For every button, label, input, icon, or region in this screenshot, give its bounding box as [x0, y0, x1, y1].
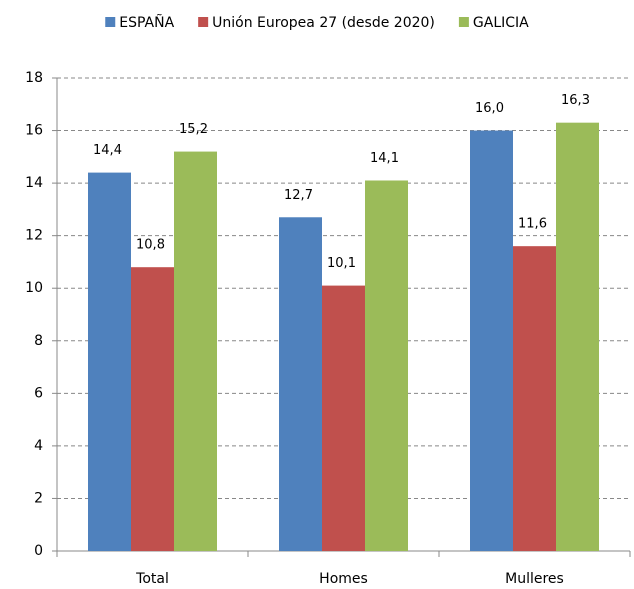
value-label: 11,6 [518, 217, 547, 232]
bar [556, 122, 599, 551]
x-tick-label: Total [135, 571, 169, 587]
y-tick-label: 14 [25, 175, 43, 191]
bar [470, 130, 513, 552]
value-label: 10,1 [327, 256, 356, 271]
value-label: 15,2 [179, 122, 208, 137]
y-tick-label: 0 [34, 543, 43, 559]
legend-label: Unión Europea 27 (desde 2020) [212, 15, 435, 31]
y-tick-label: 6 [34, 385, 43, 401]
bar [365, 180, 408, 551]
y-tick-label: 8 [34, 333, 43, 349]
y-tick-label: 16 [25, 123, 43, 139]
value-label: 14,4 [93, 143, 122, 158]
x-tick-label: Homes [319, 571, 368, 587]
x-tick-label: Mulleres [505, 571, 564, 587]
legend-label: ESPAÑA [119, 14, 174, 31]
bar [88, 172, 131, 551]
y-tick-label: 12 [25, 228, 43, 244]
bar [174, 151, 217, 552]
value-label: 12,7 [284, 188, 313, 203]
value-label: 10,8 [136, 238, 165, 253]
bar [131, 267, 174, 551]
value-label: 16,0 [475, 101, 504, 116]
y-tick-label: 18 [25, 70, 43, 86]
y-tick-label: 2 [34, 490, 43, 506]
y-tick-label: 10 [25, 280, 43, 296]
bar [513, 246, 556, 551]
value-label: 14,1 [370, 151, 399, 166]
y-tick-label: 4 [34, 438, 43, 454]
legend-swatch [198, 17, 209, 27]
legend-swatch [458, 17, 469, 27]
bar [279, 217, 322, 551]
legend-label: GALICIA [473, 15, 529, 31]
value-label: 16,3 [561, 93, 590, 108]
legend-swatch [105, 17, 116, 27]
bar [322, 285, 365, 551]
